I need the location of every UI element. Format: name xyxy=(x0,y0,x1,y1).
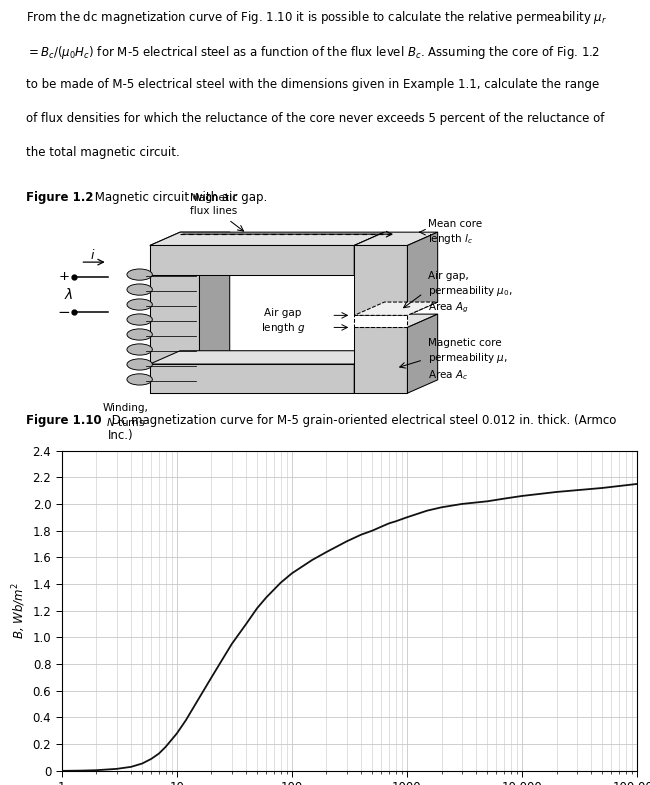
Polygon shape xyxy=(408,314,437,393)
Text: Figure 1.10: Figure 1.10 xyxy=(26,414,101,428)
Polygon shape xyxy=(150,351,384,364)
Ellipse shape xyxy=(127,314,152,325)
Polygon shape xyxy=(150,246,354,275)
Polygon shape xyxy=(354,314,437,327)
Text: Air gap
length $g$: Air gap length $g$ xyxy=(261,308,306,335)
Text: to be made of M-5 electrical steel with the dimensions given in Example 1.1, cal: to be made of M-5 electrical steel with … xyxy=(26,78,599,91)
Polygon shape xyxy=(408,232,437,316)
Text: Magnetic
flux lines: Magnetic flux lines xyxy=(190,193,238,216)
Text: From the dc magnetization curve of Fig. 1.10 it is possible to calculate the rel: From the dc magnetization curve of Fig. … xyxy=(26,9,607,27)
Text: Air gap,
permeability $\mu_0$,
Area $A_g$: Air gap, permeability $\mu_0$, Area $A_g… xyxy=(428,271,513,316)
Ellipse shape xyxy=(127,284,152,295)
Polygon shape xyxy=(354,302,437,316)
Y-axis label: $B$, Wb/m$^2$: $B$, Wb/m$^2$ xyxy=(11,582,29,639)
Polygon shape xyxy=(354,232,437,246)
Polygon shape xyxy=(354,316,408,327)
Polygon shape xyxy=(150,364,354,393)
Polygon shape xyxy=(354,327,408,393)
Ellipse shape xyxy=(127,269,152,280)
Text: Mean core
length $l_c$: Mean core length $l_c$ xyxy=(428,219,482,246)
Ellipse shape xyxy=(127,359,152,370)
Text: Dc magnetization curve for M-5 grain-oriented electrical steel 0.012 in. thick. : Dc magnetization curve for M-5 grain-ori… xyxy=(108,414,616,443)
Text: Winding,
$N$ turns: Winding, $N$ turns xyxy=(103,403,149,428)
Polygon shape xyxy=(150,246,200,393)
Text: $\lambda$: $\lambda$ xyxy=(64,287,73,302)
Text: Magnetic core
permeability $\mu$,
Area $A_c$: Magnetic core permeability $\mu$, Area $… xyxy=(428,338,508,382)
Ellipse shape xyxy=(127,329,152,340)
Text: the total magnetic circuit.: the total magnetic circuit. xyxy=(26,146,180,159)
Text: +: + xyxy=(58,270,70,283)
Ellipse shape xyxy=(127,299,152,310)
Text: −: − xyxy=(58,305,70,319)
Polygon shape xyxy=(150,232,384,246)
Polygon shape xyxy=(200,232,229,393)
Polygon shape xyxy=(354,246,408,316)
Ellipse shape xyxy=(127,374,152,385)
Text: $i$: $i$ xyxy=(90,247,95,261)
Text: of flux densities for which the reluctance of the core never exceeds 5 percent o: of flux densities for which the reluctan… xyxy=(26,111,604,125)
Text: Figure 1.2: Figure 1.2 xyxy=(26,191,94,203)
Text: $= B_c/(\mu_0H_c)$ for M-5 electrical steel as a function of the flux level $B_c: $= B_c/(\mu_0H_c)$ for M-5 electrical st… xyxy=(26,44,600,60)
Polygon shape xyxy=(354,351,384,393)
Text: Magnetic circuit with air gap.: Magnetic circuit with air gap. xyxy=(91,191,267,203)
Ellipse shape xyxy=(127,344,152,355)
Polygon shape xyxy=(354,232,384,275)
Polygon shape xyxy=(150,232,229,246)
